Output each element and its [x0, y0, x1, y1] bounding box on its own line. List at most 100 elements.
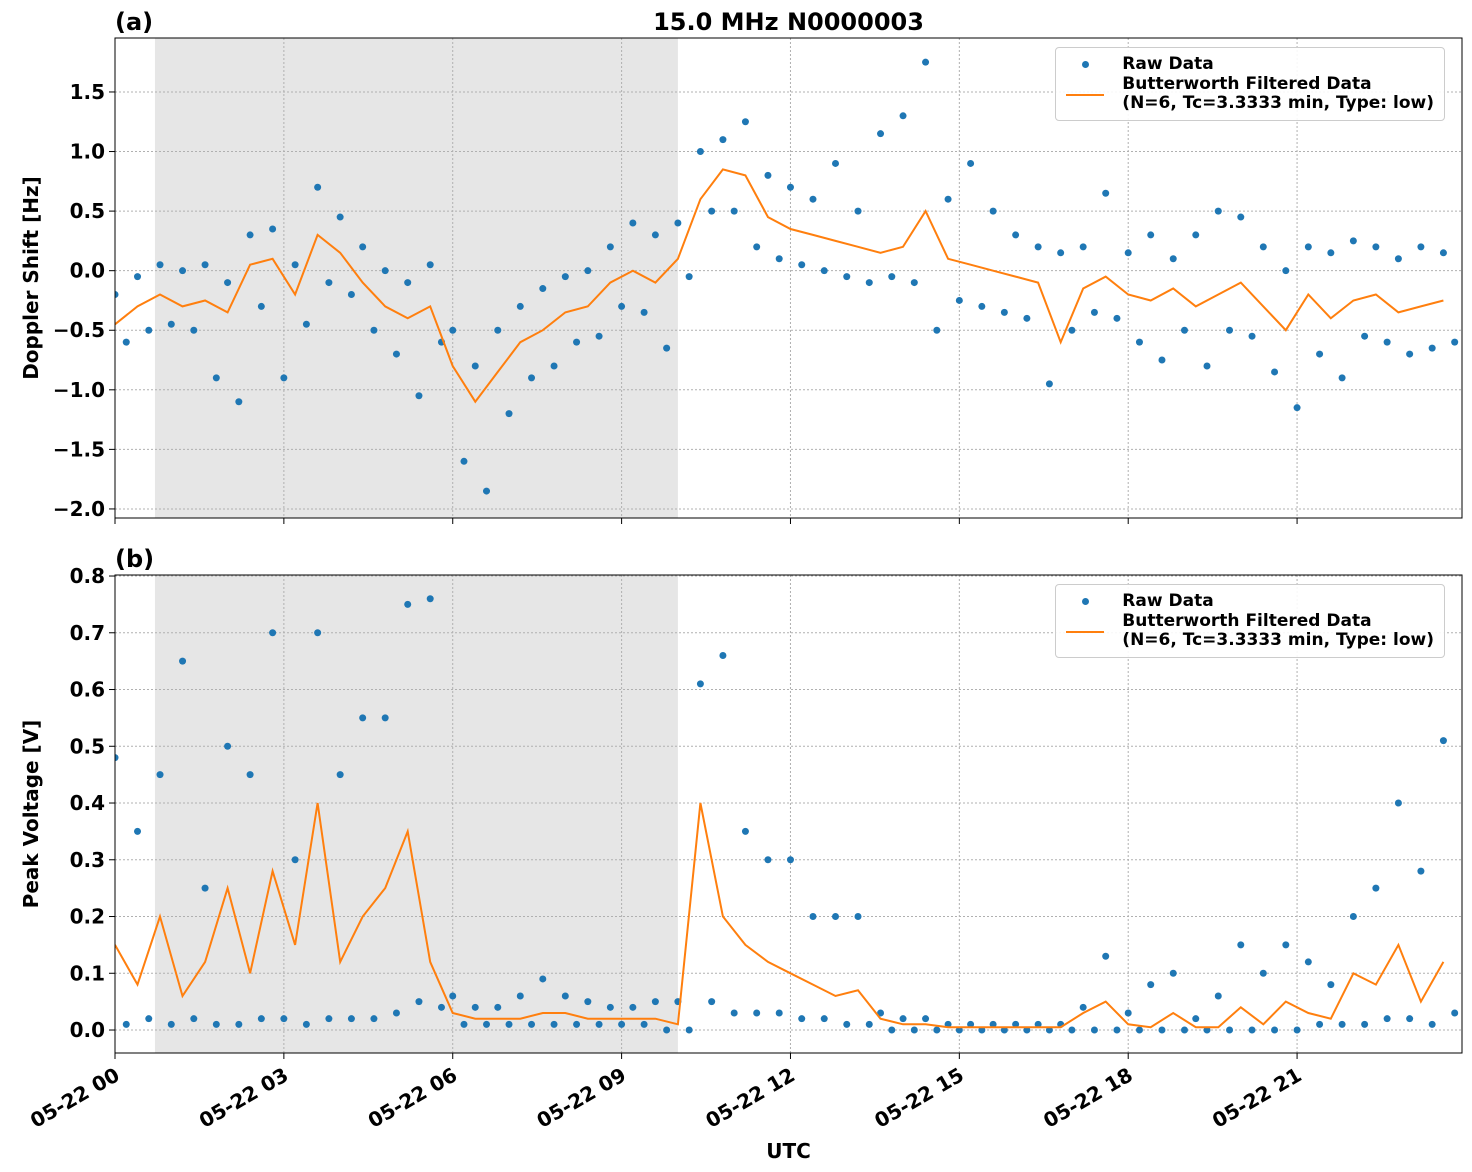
- raw-point: [696, 148, 704, 156]
- raw-point: [516, 302, 524, 310]
- raw-point: [843, 273, 851, 281]
- x-tick-label: 05-22 15: [870, 1063, 968, 1133]
- raw-point: [145, 326, 153, 334]
- raw-point: [1428, 1020, 1436, 1028]
- raw-point: [561, 273, 569, 281]
- raw-point: [494, 1003, 502, 1011]
- raw-point: [179, 657, 187, 665]
- legend-label: Butterworth Filtered Data (N=6, Tc=3.333…: [1122, 611, 1434, 650]
- raw-point: [651, 998, 659, 1006]
- raw-point: [224, 279, 232, 287]
- raw-point: [809, 913, 817, 921]
- raw-point: [1068, 326, 1076, 334]
- raw-point: [1338, 1020, 1346, 1028]
- raw-point: [201, 884, 209, 892]
- raw-point: [1169, 969, 1177, 977]
- raw-point: [235, 1020, 243, 1028]
- raw-point: [539, 975, 547, 983]
- raw-point: [1023, 314, 1031, 322]
- raw-point: [1023, 1026, 1031, 1034]
- y-tick-label: 0.3: [70, 848, 105, 872]
- raw-point: [809, 195, 817, 203]
- y-tick-label: 0.5: [70, 734, 105, 758]
- raw-point: [1394, 799, 1402, 807]
- raw-point: [449, 992, 457, 1000]
- raw-point: [1214, 992, 1222, 1000]
- raw-point: [528, 1020, 536, 1028]
- axes-frame: [114, 37, 1463, 519]
- raw-point: [115, 291, 119, 298]
- raw-point: [1282, 267, 1290, 275]
- raw-point: [1180, 326, 1188, 334]
- raw-point: [494, 326, 502, 334]
- raw-point: [516, 992, 524, 1000]
- raw-point: [561, 992, 569, 1000]
- y-tick-label: −1.0: [53, 378, 105, 402]
- raw-point: [314, 629, 322, 637]
- raw-point: [1034, 243, 1042, 251]
- y-tick-label: 0.7: [70, 621, 105, 645]
- x-tick-label: 05-22 03: [195, 1063, 293, 1133]
- raw-point: [190, 326, 198, 334]
- raw-point: [1147, 231, 1155, 239]
- raw-point: [359, 714, 367, 722]
- raw-point: [370, 1015, 378, 1023]
- raw-point: [674, 219, 682, 227]
- raw-point: [651, 231, 659, 239]
- raw-point: [1012, 1020, 1020, 1028]
- legend-label: Raw Data: [1122, 54, 1214, 74]
- raw-point: [843, 1020, 851, 1028]
- raw-point: [753, 243, 761, 251]
- raw-point: [1293, 404, 1301, 412]
- legend: Raw Data Butterworth Filtered Data (N=6, …: [1055, 47, 1445, 121]
- raw-point: [212, 374, 220, 382]
- raw-point: [1417, 243, 1425, 251]
- raw-point: [967, 1020, 975, 1028]
- raw-point: [314, 183, 322, 191]
- raw-point: [449, 326, 457, 334]
- raw-point: [1000, 308, 1008, 316]
- raw-point: [967, 159, 975, 167]
- raw-point: [539, 285, 547, 293]
- x-tick-label: 05-22 18: [1039, 1063, 1137, 1133]
- raw-point: [1439, 737, 1447, 745]
- raw-point: [1271, 1026, 1279, 1034]
- legend-line: [1066, 93, 1105, 96]
- legend: Raw Data Butterworth Filtered Data (N=6, …: [1055, 584, 1445, 658]
- raw-point: [708, 998, 716, 1006]
- raw-point: [629, 1003, 637, 1011]
- raw-point: [1214, 207, 1222, 215]
- y-tick-label: 0.2: [70, 905, 105, 929]
- x-axis-label: UTC: [766, 1139, 811, 1163]
- raw-point: [460, 1020, 468, 1028]
- raw-point: [899, 112, 907, 120]
- legend-label: Raw Data: [1122, 591, 1214, 611]
- y-tick-label: −2.0: [53, 497, 105, 521]
- raw-point: [291, 261, 299, 269]
- raw-point: [550, 362, 558, 370]
- raw-point: [336, 771, 344, 779]
- raw-point: [1248, 332, 1256, 340]
- raw-point: [1090, 1026, 1098, 1034]
- raw-point: [134, 827, 142, 835]
- raw-point: [1102, 189, 1110, 197]
- y-tick-label: 1.0: [70, 140, 105, 164]
- raw-point: [483, 1020, 491, 1028]
- legend-marker: [1082, 598, 1090, 605]
- raw-point: [460, 457, 468, 465]
- raw-point: [1271, 368, 1279, 376]
- raw-point: [775, 1009, 783, 1017]
- raw-point: [122, 338, 130, 346]
- raw-point: [1237, 213, 1245, 221]
- raw-point: [392, 350, 400, 358]
- legend-marker: [1082, 61, 1090, 68]
- raw-point: [1124, 1009, 1132, 1017]
- chart-title: 15.0 MHz N0000003: [653, 8, 924, 36]
- legend-item: Butterworth Filtered Data (N=6, Tc=3.333…: [1066, 612, 1434, 650]
- raw-point: [877, 1009, 885, 1017]
- plot-area: [115, 58, 1459, 495]
- raw-point: [1282, 941, 1290, 949]
- legend-line: [1066, 630, 1105, 633]
